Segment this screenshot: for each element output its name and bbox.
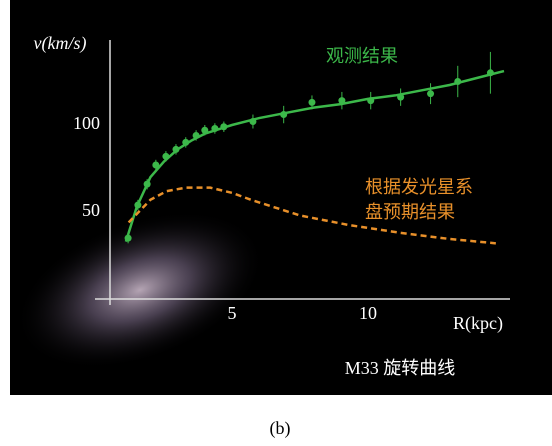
annotation-box: 根据发光星系盘预期结果: [365, 175, 485, 235]
y-axis-label: v(km/s): [34, 33, 87, 54]
data-point: [308, 99, 315, 106]
chart: v(km/s) R(kpc) 观测结果 根据发光星系盘预期结果 M33 旋转曲线…: [0, 0, 552, 441]
x-tick-label: 10: [359, 303, 377, 323]
x-tick-label: 5: [228, 303, 237, 323]
y-tick-label: 100: [73, 113, 100, 133]
chart-title: M33 旋转曲线: [345, 358, 456, 378]
legend-label: 观测结果: [326, 46, 398, 66]
x-axis-label: R(kpc): [453, 313, 503, 334]
y-tick-label: 50: [82, 200, 100, 220]
caption: (b): [270, 418, 291, 439]
legend-label: 根据发光星系盘预期结果: [365, 175, 485, 225]
data-point: [427, 90, 434, 97]
